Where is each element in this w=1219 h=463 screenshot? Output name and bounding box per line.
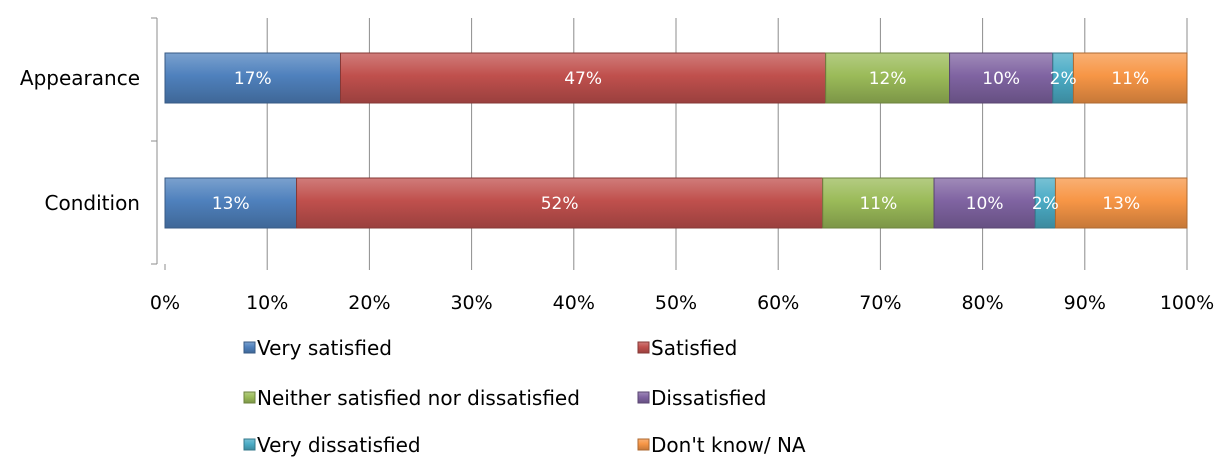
bar-appearance-don-t-know-na: [1072, 52, 1188, 104]
legend-item-don-t-know-na: Don't know/ NA: [637, 433, 806, 457]
x-tick-label-70: 70%: [859, 292, 901, 314]
data-label-appearance-very-dissatisfied: 2%: [1050, 69, 1077, 89]
bar-condition-don-t-know-na: [1054, 177, 1188, 229]
x-tick-label-80: 80%: [961, 292, 1003, 314]
category-label-appearance: Appearance: [20, 66, 140, 90]
legend-label-satisfied: Satisfied: [651, 336, 737, 360]
bar-condition-neither-satisfied-nor-dissatisfied: [822, 177, 935, 229]
data-label-appearance-neither-satisfied-nor-dissatisfied: 12%: [869, 69, 907, 89]
legend-label-very-satisfied: Very satisfied: [257, 336, 392, 360]
legend-swatch-very-satisfied: [243, 341, 256, 354]
legend-swatch-very-dissatisfied: [243, 438, 256, 451]
x-tick-label-50: 50%: [655, 292, 697, 314]
legend-item-dissatisfied: Dissatisfied: [637, 386, 766, 410]
legend-swatch-dissatisfied: [637, 391, 650, 404]
x-tick-label-30: 30%: [450, 292, 492, 314]
data-label-condition-very-satisfied: 13%: [212, 194, 250, 214]
x-tick-label-60: 60%: [757, 292, 799, 314]
bar-appearance-neither-satisfied-nor-dissatisfied: [825, 52, 951, 104]
data-label-condition-satisfied: 52%: [541, 194, 579, 214]
bar-condition-satisfied: [296, 177, 824, 229]
data-label-condition-don-t-know-na: 13%: [1102, 194, 1140, 214]
x-tick-label-0: 0%: [150, 292, 180, 314]
legend-label-don-t-know-na: Don't know/ NA: [651, 433, 806, 457]
x-tick-label-90: 90%: [1064, 292, 1106, 314]
data-label-appearance-very-satisfied: 17%: [234, 69, 272, 89]
legend-item-very-dissatisfied: Very dissatisfied: [243, 433, 421, 457]
data-label-condition-very-dissatisfied: 2%: [1032, 194, 1059, 214]
data-label-condition-dissatisfied: 10%: [966, 194, 1004, 214]
legend-swatch-don-t-know-na: [637, 438, 650, 451]
bar-appearance-satisfied: [339, 52, 827, 104]
data-labels: 17% 47% 12% 10% 2% 11% 13% 52% 11% 10% 2% 13%: [212, 69, 1149, 214]
legend-item-neither-satisfied-nor-dissatisfied: Neither satisfied nor dissatisfied: [243, 386, 580, 410]
bar-appearance-dissatisfied: [949, 52, 1054, 104]
legend-item-satisfied: Satisfied: [637, 336, 737, 360]
x-tick-label-10: 10%: [246, 292, 288, 314]
legend-item-very-satisfied: Very satisfied: [243, 336, 392, 360]
data-label-appearance-dissatisfied: 10%: [982, 69, 1020, 89]
category-label-condition: Condition: [45, 191, 140, 215]
bar-condition-dissatisfied: [933, 177, 1036, 229]
bars: [164, 52, 1188, 229]
bar-condition-very-satisfied: [164, 177, 298, 229]
axes: 0% 10% 20% 30% 40% 50% 60% 70% 80% 90% 100% Appeara…: [20, 17, 1214, 314]
data-label-appearance-satisfied: 47%: [564, 69, 602, 89]
legend-label-dissatisfied: Dissatisfied: [651, 386, 766, 410]
bar-appearance-very-satisfied: [164, 52, 341, 104]
legend-label-neither-satisfied-nor-dissatisfied: Neither satisfied nor dissatisfied: [257, 386, 580, 410]
x-tick-label-100: 100%: [1160, 292, 1214, 314]
legend: Very satisfied Satisfied Neither satisfied…: [243, 336, 806, 457]
data-label-condition-neither-satisfied-nor-dissatisfied: 11%: [859, 194, 897, 214]
legend-swatch-satisfied: [637, 341, 650, 354]
data-label-appearance-don-t-know-na: 11%: [1111, 69, 1149, 89]
legend-swatch-neither-satisfied-nor-dissatisfied: [243, 391, 256, 404]
legend-label-very-dissatisfied: Very dissatisfied: [257, 433, 421, 457]
x-tick-label-20: 20%: [348, 292, 390, 314]
x-tick-label-40: 40%: [553, 292, 595, 314]
